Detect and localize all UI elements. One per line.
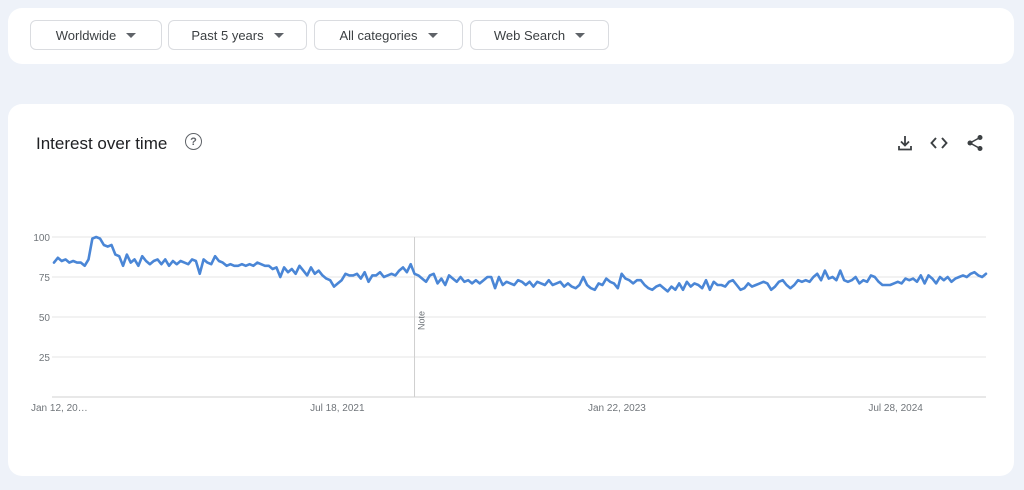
time-range-filter-label: Past 5 years: [191, 27, 264, 43]
share-icon[interactable]: [963, 131, 987, 155]
dropdown-caret-icon: [273, 32, 284, 38]
help-circle-icon[interactable]: ?: [185, 133, 202, 150]
interest-line-chart: 100 75 50 25 Note Jan 12, 20… Jul 18, 2021 Jan …: [31, 233, 988, 414]
y-tick-label: 50: [39, 313, 51, 324]
category-filter[interactable]: All categories: [314, 20, 463, 50]
category-filter-label: All categories: [339, 27, 418, 43]
x-tick-label: Jul 18, 2021: [310, 403, 365, 414]
x-tick-label: Jan 12, 20…: [31, 403, 88, 414]
y-tick-label: 75: [39, 273, 51, 284]
dropdown-caret-icon: [575, 32, 586, 38]
dropdown-caret-icon: [427, 32, 438, 38]
embed-code-icon[interactable]: [927, 131, 951, 155]
x-tick-label: Jul 28, 2024: [868, 403, 923, 414]
x-tick-label: Jan 22, 2023: [588, 403, 646, 414]
y-tick-label: 100: [33, 233, 50, 244]
search-type-filter[interactable]: Web Search: [470, 20, 609, 50]
location-filter-label: Worldwide: [55, 27, 117, 43]
filter-bar: Worldwide Past 5 years All categories We…: [8, 8, 1014, 64]
search-type-filter-label: Web Search: [493, 27, 566, 43]
interest-over-time-card: Interest over time ? 100 75 50 25 Note Jan 12…: [8, 104, 1014, 476]
dropdown-caret-icon: [126, 32, 137, 38]
y-tick-label: 25: [39, 353, 51, 364]
series-line: [52, 235, 988, 293]
annotation-label: Note: [417, 311, 427, 330]
time-range-filter[interactable]: Past 5 years: [168, 20, 307, 50]
download-icon[interactable]: [893, 131, 917, 155]
location-filter[interactable]: Worldwide: [30, 20, 162, 50]
card-title: Interest over time: [36, 134, 168, 153]
